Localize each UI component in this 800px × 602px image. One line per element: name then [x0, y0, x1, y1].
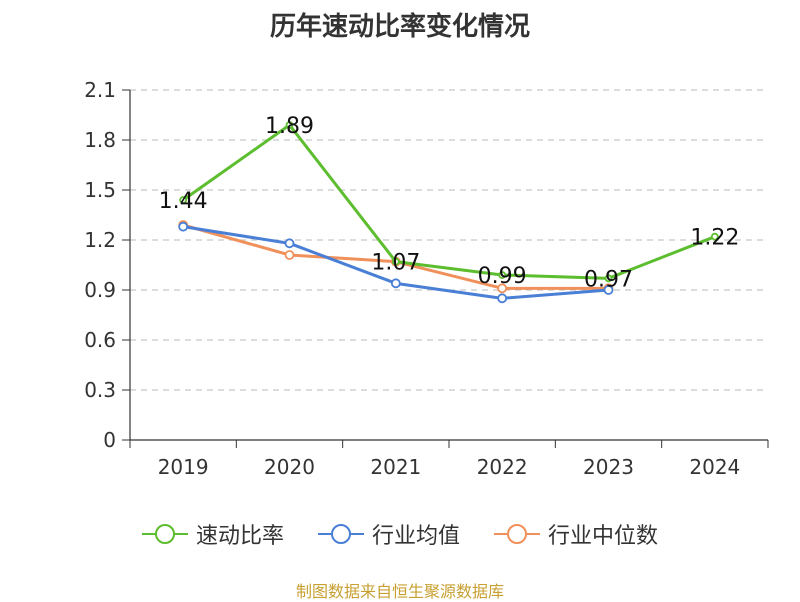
data-label: 1.07	[371, 251, 420, 276]
y-tick-label: 0.3	[84, 378, 116, 402]
y-tick-label: 0.6	[84, 328, 116, 352]
legend-label-industry-mean: 行业均值	[371, 524, 460, 549]
data-point	[284, 250, 295, 260]
legend-label-quick-ratio: 速动比率	[195, 524, 284, 549]
x-tick-label: 2024	[689, 455, 740, 479]
legend-marker-industry-mean	[317, 524, 364, 544]
chart-title: 历年速动比率变化情况	[269, 12, 530, 42]
legend: 速动比率 行业均值 行业中位数	[0, 518, 800, 550]
legend-item-industry-median[interactable]: 行业中位数	[494, 518, 658, 550]
data-point	[498, 271, 507, 279]
data-label: 1.89	[265, 114, 314, 139]
legend-item-industry-mean[interactable]: 行业均值	[317, 518, 460, 550]
x-tick-label: 2021	[370, 455, 421, 479]
data-point	[178, 221, 189, 232]
x-tick-label: 2020	[264, 455, 315, 479]
data-point	[390, 278, 401, 289]
y-tick-label: 2.1	[84, 78, 116, 102]
legend-marker-quick-ratio	[141, 524, 188, 544]
data-point	[710, 232, 719, 241]
series-line	[182, 123, 716, 280]
data-point	[391, 257, 400, 266]
data-point	[497, 293, 508, 304]
y-tick-label: 0.9	[84, 278, 116, 302]
data-point	[497, 283, 508, 294]
x-tick-label: 2019	[158, 455, 209, 479]
data-point	[285, 121, 294, 129]
data-label: 0.97	[584, 267, 633, 292]
y-tick-label: 1.5	[84, 178, 116, 202]
y-tick-label: 0	[103, 428, 116, 452]
data-point	[179, 196, 188, 204]
data-label: 0.99	[478, 264, 527, 289]
source-note: 制图数据来自恒生聚源数据库	[295, 582, 504, 601]
x-tick-label: 2022	[477, 455, 528, 479]
x-tick-label: 2023	[583, 455, 634, 479]
data-label: 1.22	[690, 226, 739, 251]
data-point	[284, 238, 295, 249]
legend-marker-industry-median	[494, 524, 540, 544]
legend-item-quick-ratio[interactable]: 速动比率	[141, 518, 284, 550]
legend-label-industry-median: 行业中位数	[548, 524, 659, 549]
data-point	[603, 285, 614, 295]
data-point	[604, 274, 613, 283]
data-label: 1.44	[159, 189, 208, 214]
y-tick-label: 1.8	[84, 128, 116, 152]
y-tick-label: 1.2	[84, 228, 116, 252]
